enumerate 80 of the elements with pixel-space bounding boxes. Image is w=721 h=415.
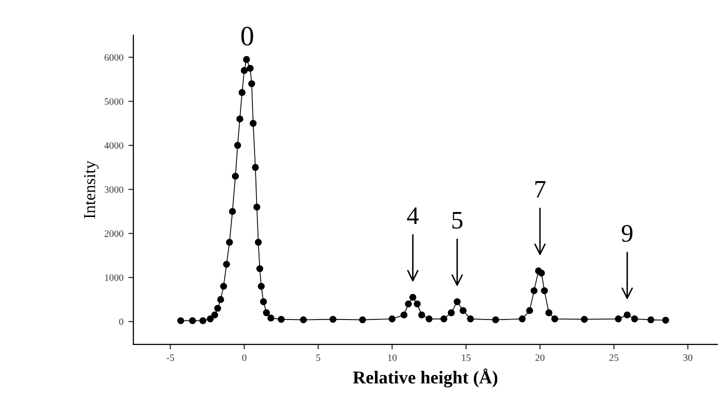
point (540, 287, 548, 294)
point (262, 309, 270, 316)
point (551, 315, 558, 322)
point (250, 120, 257, 127)
point (232, 172, 239, 180)
annotation: 9 (622, 225, 632, 242)
y-tick-label: 4000 (104, 142, 124, 149)
point (206, 315, 214, 322)
x-axis-title: Relative height (Å) (352, 368, 498, 388)
point (253, 204, 260, 211)
y-tick-label: 3000 (104, 186, 124, 193)
point (614, 315, 622, 322)
point (662, 316, 670, 324)
y-axis-title: Intensity (84, 160, 99, 218)
point (300, 316, 307, 324)
point (236, 115, 244, 122)
annotation: 4 (407, 208, 419, 224)
y-tick-label: 2000 (104, 230, 124, 237)
point (217, 296, 224, 303)
point (211, 311, 218, 318)
point (526, 307, 534, 314)
point (214, 304, 222, 312)
point (414, 300, 421, 308)
y-tick-label: 6000 (104, 54, 124, 61)
point (624, 311, 631, 318)
point (388, 315, 396, 322)
point (226, 238, 233, 246)
point (631, 315, 638, 322)
annotation: 5 (452, 212, 462, 229)
point (440, 315, 448, 322)
point (400, 311, 408, 318)
x-tick-label: 10 (388, 354, 397, 362)
point (418, 311, 426, 318)
point (248, 80, 256, 88)
point (254, 238, 262, 246)
point (530, 287, 538, 294)
point (278, 316, 285, 323)
annotation: 0 (241, 26, 254, 46)
point (258, 282, 265, 290)
point (199, 317, 206, 324)
point (228, 208, 236, 215)
point (467, 315, 474, 322)
point (260, 298, 267, 306)
point (238, 89, 246, 96)
point (234, 142, 242, 149)
x-tick-label: 30 (683, 354, 692, 362)
y-tick-label: 1000 (105, 274, 124, 281)
point (538, 270, 545, 277)
annotation: 7 (535, 181, 546, 198)
y-tick-label: 5000 (104, 98, 124, 105)
point (409, 294, 416, 301)
point (267, 314, 274, 322)
point (240, 67, 248, 74)
x-tick-label: 20 (536, 354, 544, 362)
point (243, 56, 250, 63)
point (545, 309, 552, 316)
point (460, 307, 467, 314)
point (448, 309, 455, 316)
point (518, 315, 526, 322)
point (359, 316, 366, 324)
point (246, 64, 254, 72)
point (256, 265, 264, 272)
point (223, 260, 230, 268)
point (492, 316, 500, 324)
point (252, 164, 259, 171)
point (647, 316, 654, 324)
point (220, 282, 228, 290)
x-tick-label: 5 (316, 354, 320, 362)
point (189, 317, 196, 324)
point (404, 300, 412, 308)
y-tick-label: 0 (119, 318, 124, 326)
x-tick-label: 25 (609, 354, 618, 362)
x-tick-label: 0 (242, 354, 246, 362)
point (426, 315, 433, 322)
point (580, 316, 588, 323)
point (330, 316, 336, 323)
point (454, 298, 461, 306)
x-tick-label: -5 (166, 354, 174, 362)
point (177, 317, 184, 324)
x-tick-label: 15 (462, 354, 471, 362)
